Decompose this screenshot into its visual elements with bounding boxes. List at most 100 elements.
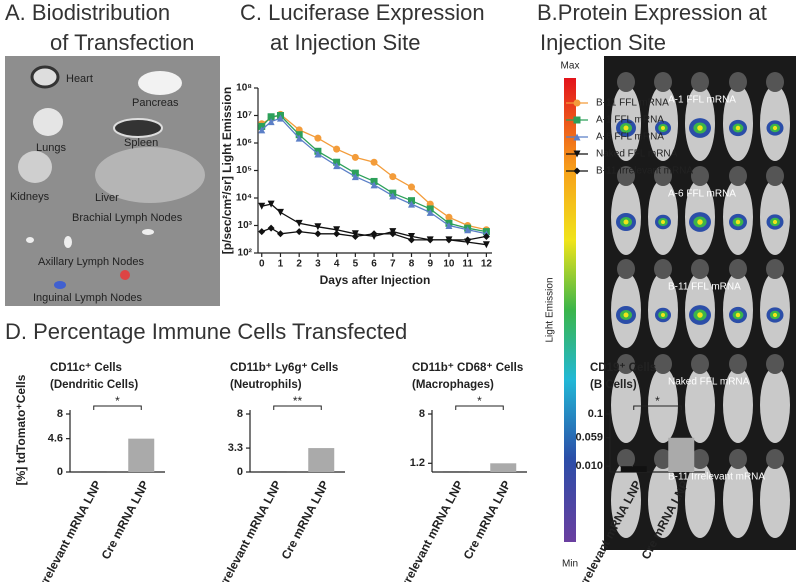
significance-label: * <box>655 394 660 408</box>
bar <box>80 471 107 473</box>
significance-bracket <box>273 405 322 410</box>
signal <box>735 312 741 318</box>
mouse-head <box>766 449 784 469</box>
marker <box>276 208 284 216</box>
organ-label: Heart <box>66 73 93 85</box>
y-tick-label: 10⁵ <box>236 165 252 176</box>
x-tick-label: 12 <box>481 259 493 270</box>
row-label: B-11 FFL mRNA <box>668 282 741 293</box>
mouse-head <box>766 259 784 279</box>
row-label: Naked FFL mRNA <box>668 377 750 388</box>
mouse <box>723 367 753 443</box>
y-tick-label: 0 <box>57 466 63 478</box>
signal <box>661 126 665 130</box>
signal <box>772 219 778 225</box>
mouse-head <box>729 354 747 374</box>
signal <box>623 312 629 318</box>
mouse <box>685 462 715 538</box>
x-tick-label: Cre mRNA LNP <box>279 478 332 561</box>
x-tick-label: 1 <box>278 259 284 270</box>
mouse-head <box>691 259 709 279</box>
mouse-head <box>691 449 709 469</box>
x-tick-label: Irrelevant mRNA LNP <box>397 478 466 582</box>
x-tick-label: 5 <box>353 259 359 270</box>
significance-bracket <box>455 405 504 410</box>
y-tick-label: 4.6 <box>48 433 63 445</box>
mouse-head <box>617 259 635 279</box>
chart-title: CD11b⁺ CD68⁺ Cells <box>412 362 523 374</box>
chart-title: CD11b⁺ Ly6g⁺ Cells <box>230 362 338 374</box>
marker <box>426 236 434 244</box>
marker <box>482 241 490 249</box>
chart-title: (B Cells) <box>590 379 637 391</box>
marker <box>258 126 266 134</box>
marker <box>333 226 341 234</box>
marker <box>445 213 453 221</box>
marker <box>389 192 397 200</box>
marker <box>333 145 341 153</box>
x-tick-label: 4 <box>334 259 340 270</box>
mouse-head <box>691 72 709 92</box>
significance-bracket <box>93 405 142 410</box>
significance-label: * <box>115 394 120 408</box>
marker <box>314 134 322 142</box>
mouse <box>723 462 753 538</box>
chart-title: (Macrophages) <box>412 379 494 391</box>
mouse <box>611 367 641 443</box>
chart-title: C. Luciferase Expression <box>240 0 485 25</box>
marker <box>258 202 266 210</box>
significance-bracket <box>633 405 682 410</box>
row-label: A-6 FFL mRNA <box>668 189 736 200</box>
y-axis-label: [%] tdTomato⁺Cells <box>14 374 28 485</box>
x-tick-label: Cre mRNA LNP <box>99 478 152 561</box>
marker <box>464 236 472 244</box>
x-tick-label: Cre mRNA LNP <box>461 478 514 561</box>
signal <box>735 219 741 225</box>
organ-label: Axillary Lymph Nodes <box>38 256 144 268</box>
legend-marker <box>573 167 581 175</box>
y-tick-label: 8 <box>57 408 63 420</box>
y-tick-label: 10⁴ <box>236 193 252 204</box>
colorbar-max: Max <box>561 61 580 72</box>
bar <box>620 466 647 472</box>
mouse-head <box>729 449 747 469</box>
marker <box>314 150 322 158</box>
signal <box>697 219 703 225</box>
marker <box>295 134 303 142</box>
chart-title: CD19⁺ Cells <box>590 362 656 374</box>
mouse <box>685 367 715 443</box>
mouse-head <box>729 72 747 92</box>
marker <box>445 222 453 229</box>
legend-label: Naked FFL mRNA <box>596 149 678 160</box>
marker <box>295 219 303 227</box>
y-tick-label: 8 <box>237 408 243 420</box>
colorbar <box>564 78 576 542</box>
x-tick-label: 0 <box>259 259 265 270</box>
signal <box>661 313 665 317</box>
mouse <box>648 462 678 538</box>
legend-marker <box>573 150 581 158</box>
y-tick-label: 10⁸ <box>236 83 252 94</box>
bar <box>128 438 155 472</box>
bar <box>442 471 469 473</box>
bar <box>260 471 287 473</box>
mouse-head <box>691 166 709 186</box>
organ-label: Pancreas <box>132 97 179 109</box>
y-tick-label: 1.2 <box>410 457 425 469</box>
marker <box>333 230 341 238</box>
mouse <box>760 462 790 538</box>
mouse-head <box>617 449 635 469</box>
signal <box>697 312 703 318</box>
mouse-head <box>654 354 672 374</box>
x-tick-label: 2 <box>296 259 302 270</box>
colorbar-label: Light Emission <box>545 277 556 342</box>
signal <box>623 219 629 225</box>
marker <box>276 230 284 238</box>
chart-title: (Dendritic Cells) <box>50 379 138 391</box>
legend-label: B-11 Irrelevant mRNA <box>596 166 693 177</box>
x-tick-label: Irrelevant mRNA LNP <box>35 478 104 582</box>
marker <box>351 153 359 161</box>
legend-marker <box>573 133 581 141</box>
panel-a-title: of Transfection <box>50 30 194 55</box>
